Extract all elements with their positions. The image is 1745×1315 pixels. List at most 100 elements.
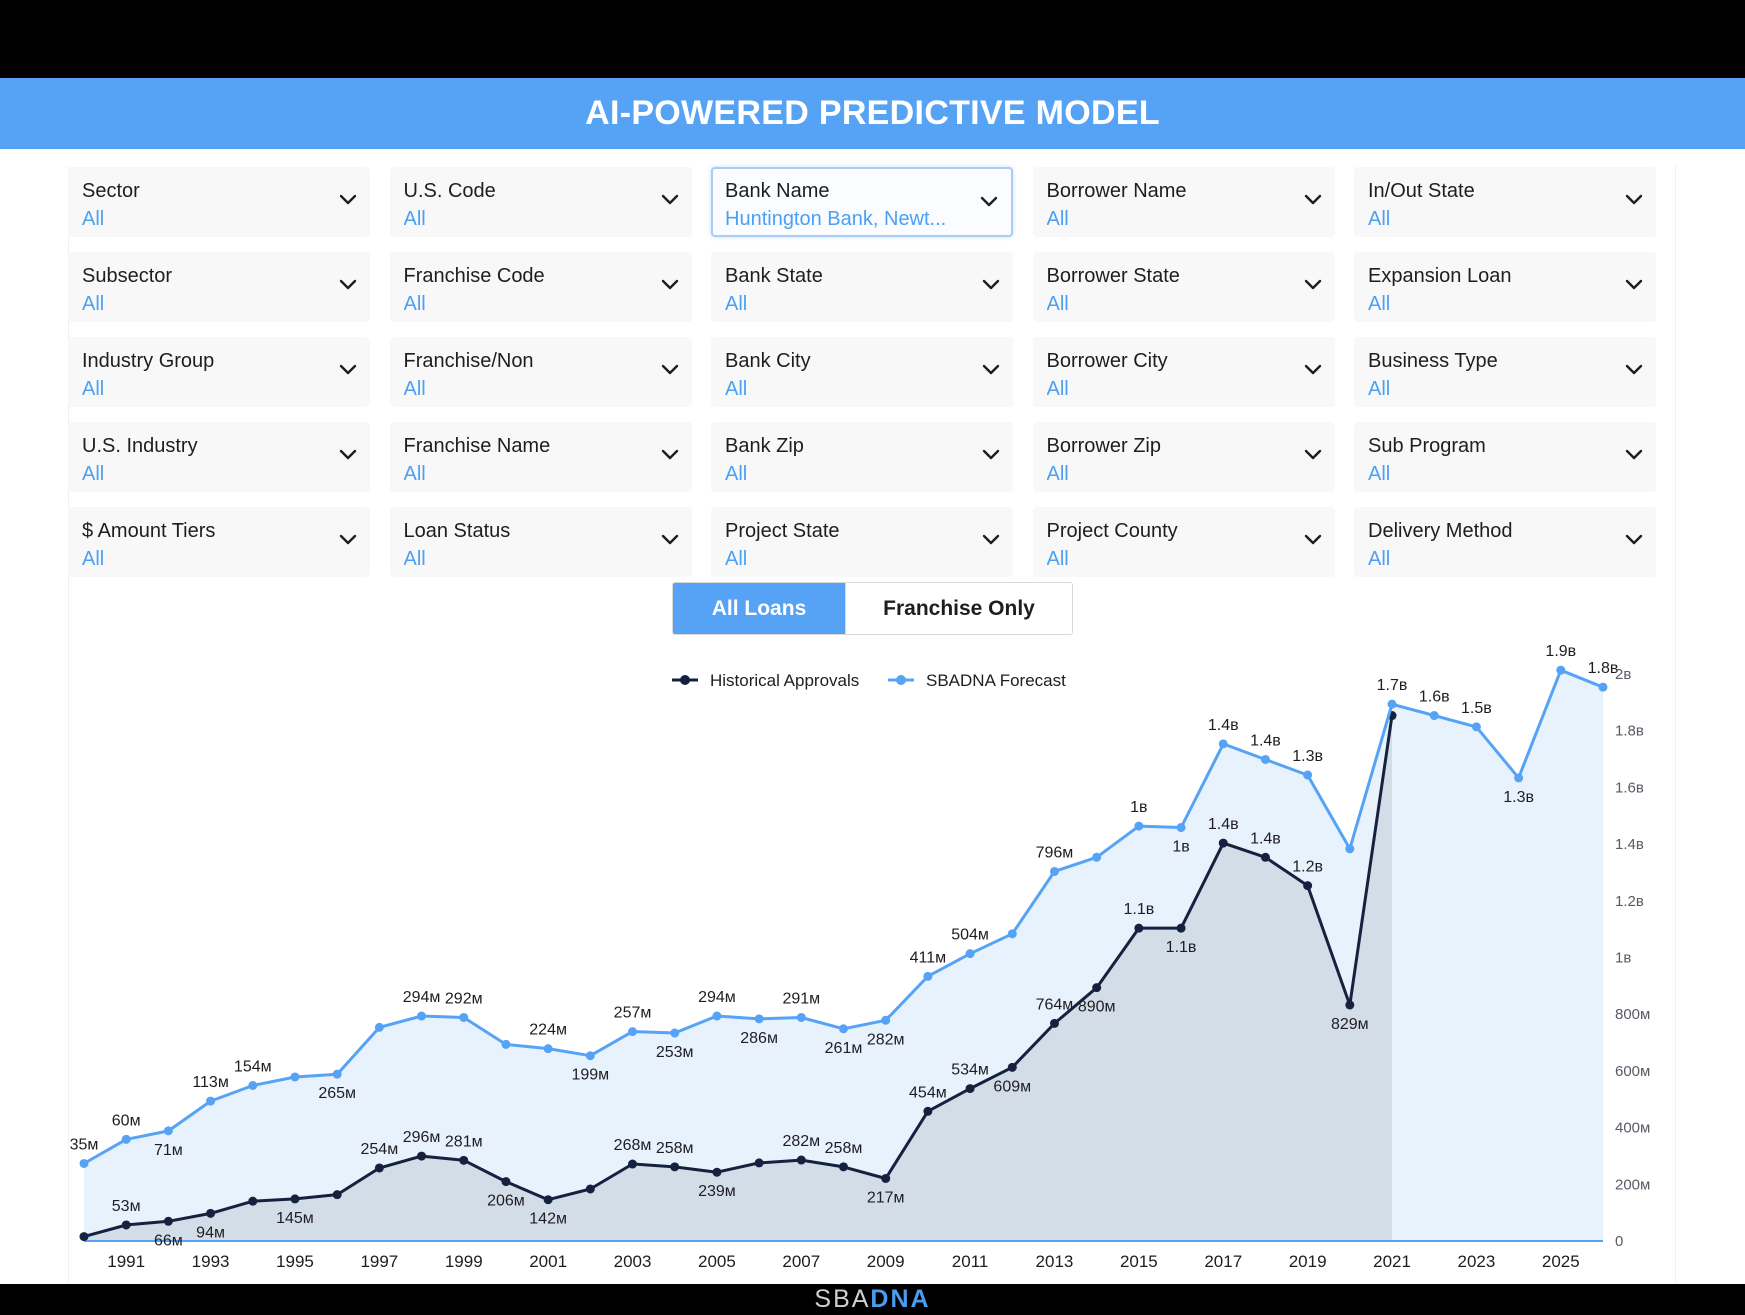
chevron-down-icon (661, 194, 678, 205)
data-point (923, 971, 933, 981)
filter-label: Bank Name (725, 180, 830, 202)
data-point (121, 1134, 131, 1144)
filter-label: Bank Zip (725, 435, 804, 457)
data-point (543, 1044, 553, 1054)
data-point (501, 1039, 511, 1049)
filter-bank-city-dropdown[interactable]: Bank City All (711, 337, 1013, 407)
x-tick-label: 1999 (445, 1252, 483, 1271)
filter-label: $ Amount Tiers (82, 520, 216, 542)
data-label: 60м (112, 1112, 141, 1129)
data-point (290, 1194, 300, 1204)
data-point (1007, 929, 1017, 939)
chevron-down-icon (1625, 449, 1643, 460)
page-title: AI-POWERED PREDICTIVE MODEL (585, 94, 1160, 132)
filter-sector-dropdown[interactable]: Sector All (68, 167, 370, 237)
filter-label: U.S. Industry (82, 435, 198, 457)
data-point (1176, 823, 1186, 833)
data-point (712, 1167, 722, 1177)
x-tick-label: 2023 (1458, 1252, 1496, 1271)
filter-value: All (1368, 378, 1391, 400)
forecast-region (1392, 673, 1603, 1240)
filter-label: Sector (82, 180, 140, 202)
filter-bank-state-dropdown[interactable]: Bank State All (711, 252, 1013, 322)
data-label: 239м (698, 1183, 736, 1200)
data-label: 71м (154, 1142, 183, 1159)
data-point (163, 1216, 173, 1226)
filter-value: All (725, 378, 748, 400)
filter-u-s-code-dropdown[interactable]: U.S. Code All (389, 167, 692, 237)
franchise-only-button[interactable]: Franchise Only (845, 583, 1072, 634)
filter-amount-tiers-dropdown[interactable]: $ Amount Tiers All (68, 507, 370, 577)
filter-bank-name-dropdown[interactable]: Bank Name Huntington Bank, Newt... (711, 167, 1013, 237)
filter-loan-status-dropdown[interactable]: Loan Status All (389, 507, 692, 577)
filter-borrower-state-dropdown[interactable]: Borrower State All (1032, 252, 1335, 322)
legend-swatch-dot (680, 675, 690, 685)
chevron-down-icon (1625, 279, 1643, 290)
filter-franchise-code-dropdown[interactable]: Franchise Code All (389, 252, 692, 322)
filter-franchise-name-dropdown[interactable]: Franchise Name All (389, 422, 692, 492)
y-tick-label: 1.6в (1615, 779, 1644, 796)
all-loans-button[interactable]: All Loans (673, 583, 845, 634)
brand-logo: SBADNA (814, 1285, 931, 1313)
data-point (965, 1084, 975, 1094)
filter-value: All (403, 548, 426, 570)
chevron-down-icon (661, 364, 678, 375)
data-point (1471, 722, 1481, 732)
filter-label: Borrower Name (1046, 180, 1187, 202)
data-point (881, 1173, 891, 1183)
data-point (1514, 773, 1524, 783)
data-point (712, 1011, 722, 1021)
filter-borrower-name-dropdown[interactable]: Borrower Name All (1032, 167, 1335, 237)
y-tick-label: 2в (1615, 666, 1631, 683)
data-label: 66м (154, 1232, 183, 1249)
filter-in-out-state-dropdown[interactable]: In/Out State All (1354, 167, 1656, 237)
filter-value: All (1046, 208, 1069, 230)
filter-delivery-method-dropdown[interactable]: Delivery Method All (1354, 507, 1656, 577)
data-point (965, 949, 975, 959)
filter-u-s-industry-dropdown[interactable]: U.S. Industry All (68, 422, 370, 492)
data-point (1007, 1062, 1017, 1072)
filter-value: All (82, 548, 105, 570)
data-point (1092, 983, 1102, 993)
x-tick-label: 2005 (698, 1252, 736, 1271)
data-label: 1.7в (1377, 677, 1408, 694)
filter-borrower-zip-dropdown[interactable]: Borrower Zip All (1032, 422, 1335, 492)
data-point (1303, 881, 1313, 891)
filter-value: All (403, 208, 426, 230)
filter-franchise-non-dropdown[interactable]: Franchise/Non All (389, 337, 692, 407)
data-point (585, 1051, 595, 1061)
chevron-down-icon (980, 196, 998, 207)
x-tick-label: 2013 (1036, 1252, 1074, 1271)
filter-label: Franchise Code (403, 265, 545, 287)
filter-project-county-dropdown[interactable]: Project County All (1032, 507, 1335, 577)
data-point (1218, 739, 1228, 749)
filter-sub-program-dropdown[interactable]: Sub Program All (1354, 422, 1656, 492)
data-point (796, 1012, 806, 1022)
filter-business-type-dropdown[interactable]: Business Type All (1354, 337, 1656, 407)
filter-value: All (1046, 463, 1069, 485)
data-label: 764м (1036, 996, 1074, 1013)
chevron-down-icon (1625, 534, 1643, 545)
data-label: 454м (909, 1084, 947, 1101)
data-label: 1.8в (1588, 660, 1619, 677)
data-point (121, 1220, 131, 1230)
filter-label: Expansion Loan (1368, 265, 1512, 287)
filter-label: In/Out State (1368, 180, 1475, 202)
filter-expansion-loan-dropdown[interactable]: Expansion Loan All (1354, 252, 1656, 322)
filter-subsector-dropdown[interactable]: Subsector All (68, 252, 370, 322)
data-label: 53м (112, 1198, 141, 1215)
filter-project-state-dropdown[interactable]: Project State All (711, 507, 1013, 577)
filter-label: Borrower Zip (1046, 435, 1161, 457)
data-point (1049, 1018, 1059, 1028)
filter-bank-zip-dropdown[interactable]: Bank Zip All (711, 422, 1013, 492)
filter-borrower-city-dropdown[interactable]: Borrower City All (1032, 337, 1335, 407)
filter-industry-group-dropdown[interactable]: Industry Group All (68, 337, 370, 407)
data-label: 217м (867, 1189, 905, 1206)
chevron-down-icon (1304, 194, 1321, 205)
filter-label: Subsector (82, 265, 173, 287)
y-tick-label: 1.4в (1615, 836, 1644, 853)
chevron-down-icon (1625, 194, 1643, 205)
data-label: 291м (782, 990, 820, 1007)
data-label: 890м (1078, 999, 1116, 1016)
filter-value: All (725, 548, 748, 570)
